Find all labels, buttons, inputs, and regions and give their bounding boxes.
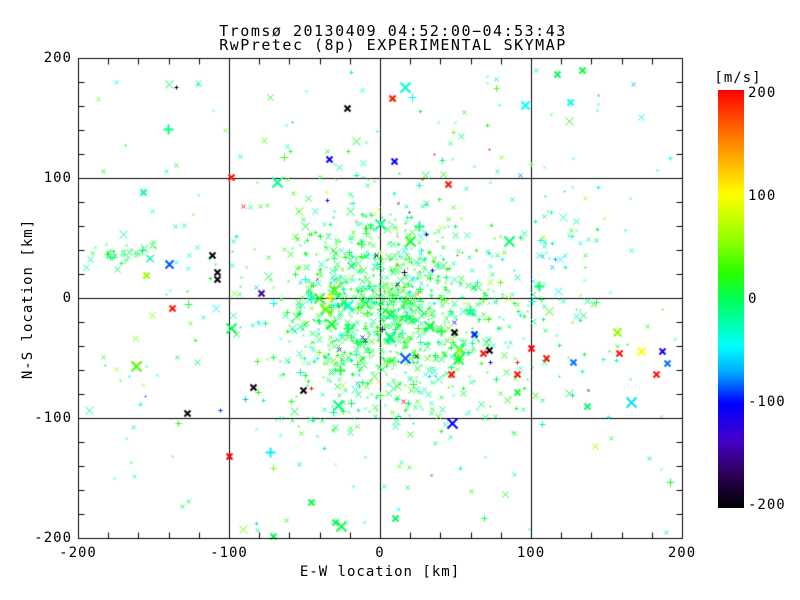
x-tick-label: 200 [667, 545, 697, 561]
colorbar-unit-label: [m/s] [714, 70, 762, 86]
colorbar-tick-label: 0 [748, 291, 758, 307]
x-tick-label: 0 [375, 545, 385, 561]
chart-subtitle: RwPretec (8p) EXPERIMENTAL SKYMAP [219, 36, 567, 54]
x-axis-label: E-W location [km] [299, 564, 461, 580]
x-tick-label: 100 [516, 545, 546, 561]
y-tick-label: -200 [34, 530, 72, 546]
colorbar [718, 90, 744, 508]
x-tick-label: -100 [210, 545, 248, 561]
colorbar-tick-label: -200 [748, 497, 786, 513]
x-tick-label: -200 [59, 545, 97, 561]
y-tick-label: -100 [34, 410, 72, 426]
chart-title: Tromsø 20130409 04:52:00−04:53:43 [219, 22, 567, 40]
y-tick-label: 100 [43, 170, 72, 186]
y-tick-label: 0 [62, 290, 72, 306]
colorbar-tick-label: 200 [748, 85, 777, 101]
y-tick-label: 200 [43, 50, 72, 66]
colorbar-tick-label: -100 [748, 394, 786, 410]
colorbar-tick-label: 100 [748, 188, 777, 204]
